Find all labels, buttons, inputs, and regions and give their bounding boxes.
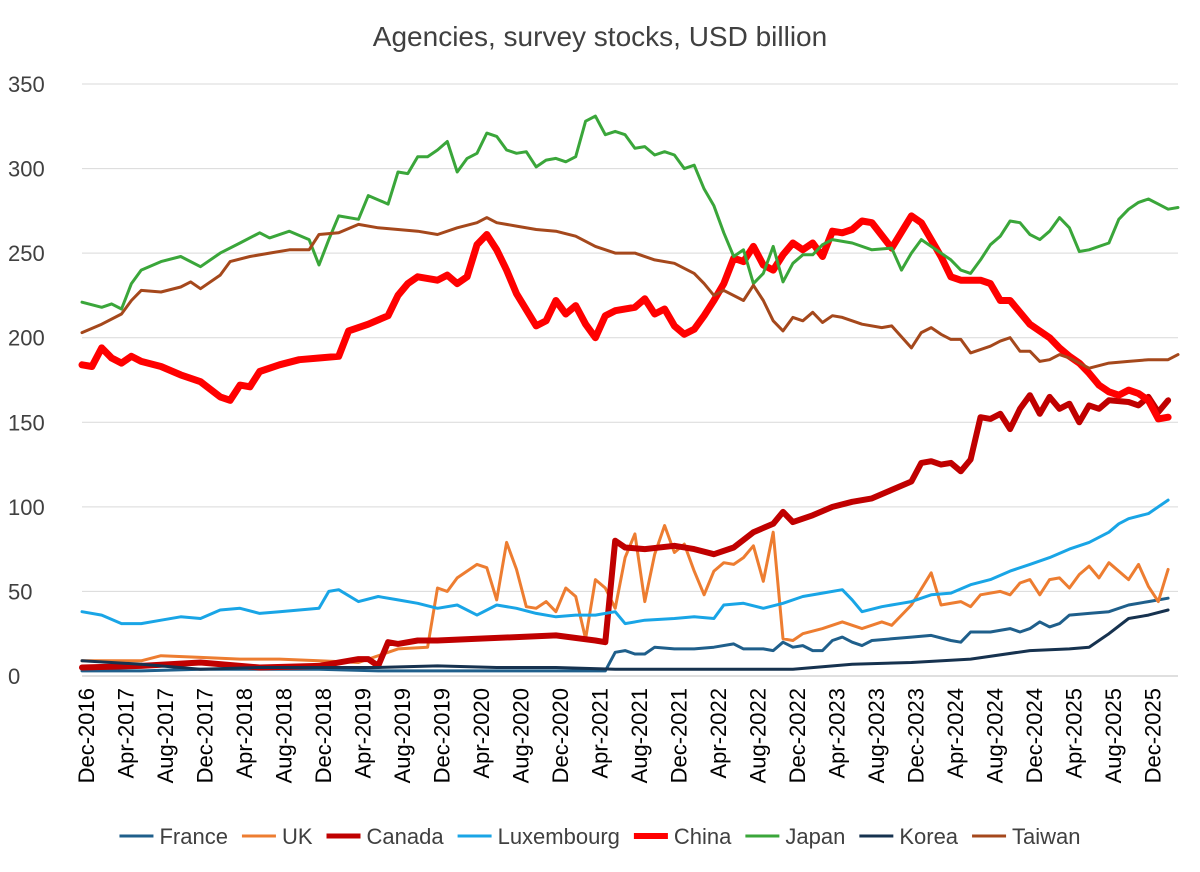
x-axis-ticks: Dec-2016 Apr-2017 Aug-2017 Dec-2017 Apr-2018… xyxy=(74,688,1165,783)
x-tick-label: Dec-2018 xyxy=(311,688,336,783)
x-tick-label: Dec-2023 xyxy=(903,688,928,783)
x-tick-label: Dec-2021 xyxy=(666,688,691,783)
x-tick-label: Aug-2025 xyxy=(1101,688,1126,783)
x-tick-label: Dec-2020 xyxy=(548,688,573,783)
x-tick-label: Aug-2020 xyxy=(508,688,533,783)
series-line-uk xyxy=(80,524,1170,664)
legend-label: China xyxy=(674,824,732,849)
legend-item-japan: Japan xyxy=(745,824,845,849)
y-axis-ticks: 0 50 100 150 200 250 300 350 xyxy=(8,72,45,689)
x-tick-label: Aug-2024 xyxy=(982,688,1007,783)
legend-item-france: France xyxy=(119,824,228,849)
x-tick-label: Apr-2021 xyxy=(587,688,612,779)
legend-label: Japan xyxy=(785,824,845,849)
x-tick-label: Apr-2022 xyxy=(706,688,731,779)
legend-label: Luxembourg xyxy=(498,824,620,849)
y-tick-label: 200 xyxy=(8,326,45,351)
x-tick-label: Aug-2023 xyxy=(864,688,889,783)
legend-item-canada: Canada xyxy=(326,824,445,849)
legend-item-luxembourg: Luxembourg xyxy=(457,824,620,849)
legend-item-china: China xyxy=(633,824,732,849)
x-tick-label: Aug-2017 xyxy=(153,688,178,783)
y-tick-label: 100 xyxy=(8,495,45,520)
x-tick-label: Apr-2018 xyxy=(232,688,257,779)
y-tick-label: 50 xyxy=(8,579,32,604)
x-tick-label: Apr-2017 xyxy=(113,688,138,779)
series-line-canada xyxy=(79,392,1172,671)
series-line-china xyxy=(78,212,1172,423)
legend: France UK Canada Luxembourg China Japan Korea T… xyxy=(119,824,1081,849)
legend-item-uk: UK xyxy=(241,824,313,849)
series-line-luxembourg xyxy=(80,498,1170,626)
x-tick-label: Aug-2022 xyxy=(745,688,770,783)
legend-label: Taiwan xyxy=(1012,824,1080,849)
legend-label: Korea xyxy=(899,824,958,849)
series-line-france xyxy=(80,596,1170,673)
x-tick-label: Apr-2025 xyxy=(1061,688,1086,779)
legend-label: UK xyxy=(282,824,313,849)
legend-item-korea: Korea xyxy=(859,824,959,849)
x-tick-label: Dec-2016 xyxy=(74,688,99,783)
series-lines xyxy=(78,114,1180,673)
chart-title: Agencies, survey stocks, USD billion xyxy=(373,21,827,52)
x-tick-label: Dec-2019 xyxy=(429,688,454,783)
x-tick-label: Aug-2021 xyxy=(627,688,652,783)
y-tick-label: 150 xyxy=(8,410,45,435)
y-tick-label: 350 xyxy=(8,72,45,97)
legend-label: Canada xyxy=(367,824,445,849)
x-tick-label: Dec-2024 xyxy=(1022,688,1047,783)
gridlines xyxy=(82,83,1178,677)
series-line-taiwan xyxy=(80,216,1180,370)
series-line-korea xyxy=(80,608,1170,671)
x-tick-label: Apr-2019 xyxy=(350,688,375,779)
legend-label: France xyxy=(159,824,227,849)
x-tick-label: Aug-2018 xyxy=(271,688,296,783)
x-tick-label: Dec-2025 xyxy=(1140,688,1165,783)
y-tick-label: 250 xyxy=(8,241,45,266)
y-tick-label: 300 xyxy=(8,157,45,182)
y-tick-label: 0 xyxy=(8,664,20,689)
legend-item-taiwan: Taiwan xyxy=(972,824,1081,849)
x-tick-label: Dec-2017 xyxy=(192,688,217,783)
x-tick-label: Apr-2024 xyxy=(943,688,968,779)
x-tick-label: Apr-2020 xyxy=(469,688,494,779)
x-tick-label: Dec-2022 xyxy=(785,688,810,783)
x-tick-label: Apr-2023 xyxy=(824,688,849,779)
x-tick-label: Aug-2019 xyxy=(390,688,415,783)
series-line-japan xyxy=(80,114,1180,311)
